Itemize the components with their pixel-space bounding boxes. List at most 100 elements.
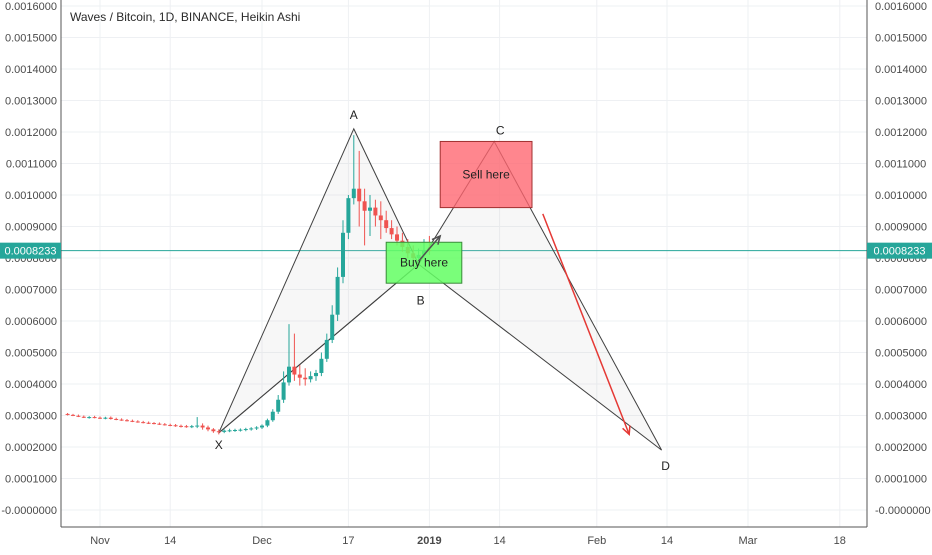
x-tick-label: Dec (252, 535, 272, 547)
candle-body (162, 424, 167, 426)
arrow-head (622, 425, 631, 437)
candle-body (227, 430, 232, 432)
chart-title: Waves / Bitcoin, 1D, BINANCE, Heikin Ash… (70, 10, 300, 24)
y-tick-label-right: 0.0016000 (875, 1, 927, 13)
candle-body (173, 425, 178, 427)
arrow-line (542, 213, 630, 435)
arrow-head (431, 234, 442, 245)
x-tick-label: 14 (493, 535, 505, 547)
candle-body (179, 425, 183, 427)
y-tick-label-right: 0.0009000 (875, 222, 927, 234)
candle-body (216, 431, 221, 433)
candle-body (71, 414, 75, 416)
candle-body (168, 424, 173, 426)
grid (61, 0, 867, 527)
candle-body (314, 372, 318, 377)
candle-body (92, 417, 97, 419)
candle-body (87, 417, 92, 419)
y-tick-label-left: 0.0002000 (5, 442, 57, 454)
y-tick-label-left: 0.0009000 (5, 222, 57, 234)
candle-body (378, 215, 383, 221)
candle-body (152, 423, 156, 425)
candle-body (81, 416, 86, 418)
x-tick-label: Mar (739, 535, 758, 547)
candle-body (362, 201, 367, 211)
candle-body (330, 314, 335, 340)
candle-body (308, 376, 313, 380)
candle-body (233, 429, 237, 431)
y-tick-label-right: -0.0000000 (875, 505, 931, 517)
x-tick-label: Nov (90, 535, 110, 547)
buy-zone (385, 241, 463, 284)
candle-body (189, 426, 194, 428)
candle-body (243, 429, 248, 431)
sell-zone (439, 140, 533, 209)
candle-body (297, 374, 302, 378)
candle-body (303, 377, 308, 380)
y-tick-label-right: 0.0003000 (875, 411, 927, 423)
candle-body (141, 422, 146, 424)
line-xb (218, 263, 419, 434)
x-tick-label: 2019 (417, 535, 441, 547)
pattern-labels: X A B C D (215, 108, 670, 473)
candle-body (265, 420, 270, 426)
candle-body (249, 428, 254, 430)
y-tick-label-right: 0.0005000 (875, 348, 927, 360)
candle-body (319, 358, 324, 373)
candle-body (281, 382, 286, 400)
pattern-point-label-c: C (496, 123, 505, 137)
candle-body (114, 418, 119, 420)
candle-body (368, 207, 372, 211)
candle-body (292, 366, 297, 375)
candle-body (254, 427, 259, 429)
candle-body (260, 425, 264, 428)
sell-zone-label: Sell here (462, 168, 510, 182)
candle-body (184, 426, 189, 428)
candle-body (389, 228, 394, 235)
y-tick-label-right: 0.0011000 (875, 159, 926, 171)
pattern-point-label-b: B (417, 293, 425, 307)
y-tick-label-left: 0.0003000 (5, 411, 57, 423)
y-tick-label-right: 0.0002000 (875, 442, 927, 454)
y-tick-label-right: 0.0012000 (875, 127, 927, 139)
candle-body (222, 430, 227, 432)
candle-body (119, 419, 124, 421)
arrows (418, 213, 631, 437)
candle-body (125, 420, 129, 422)
y-tick-label-left: 0.0006000 (5, 316, 57, 328)
candle-body (324, 339, 329, 359)
candle-body (103, 417, 108, 419)
candle-body (357, 188, 362, 202)
y-tick-label-left: 0.0013000 (5, 96, 57, 108)
zones: Sell here Buy here (385, 140, 533, 284)
y-tick-label-left: 0.0014000 (5, 64, 57, 76)
x-tick-label: 14 (164, 535, 176, 547)
y-tick-label-right: 0.0010000 (875, 190, 927, 202)
candle-body (200, 425, 205, 428)
candle-body (65, 413, 70, 415)
candle-body (157, 423, 162, 425)
candle-body (351, 188, 356, 199)
current-price-label-right: 0.0008233 (874, 246, 926, 258)
pattern-point-label-d: D (661, 459, 670, 473)
candle-body (276, 399, 281, 412)
buy-zone-label: Buy here (400, 256, 448, 270)
current-price-badge-right (867, 242, 932, 259)
candle-body (211, 429, 216, 432)
candle-body (373, 207, 378, 216)
candle-body (130, 420, 135, 422)
arrow-line (418, 235, 441, 262)
candle-body (346, 198, 351, 233)
pattern-point-label-a: A (350, 108, 358, 122)
candle-body (146, 422, 151, 424)
candle-body (98, 417, 102, 419)
y-tick-label-left: 0.0015000 (5, 33, 57, 45)
candle-body (287, 366, 291, 383)
x-tick-label: Feb (587, 535, 606, 547)
y-tick-label-left: 0.0010000 (5, 190, 57, 202)
y-tick-label-right: 0.0004000 (875, 379, 927, 391)
y-tick-label-right: 0.0013000 (875, 96, 927, 108)
